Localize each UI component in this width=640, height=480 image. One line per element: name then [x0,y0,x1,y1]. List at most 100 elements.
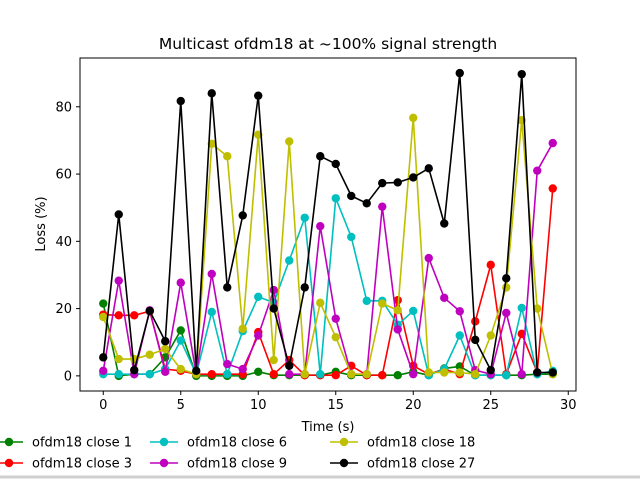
data-point [254,91,263,100]
data-point [393,370,402,380]
data-point [285,361,294,370]
x-tick-label: 30 [560,398,577,413]
y-tick-label: 20 [55,302,72,317]
data-point [517,369,526,379]
data-point [114,210,123,219]
data-point [316,369,325,379]
data-point [130,365,139,375]
data-point [393,325,402,334]
data-point [331,159,340,169]
data-point [347,191,356,201]
data-point [223,283,232,292]
series-4 [99,138,557,379]
x-tick-label: 15 [327,398,344,413]
data-point [269,355,278,365]
data-point [378,178,387,188]
series-5 [99,113,557,379]
data-point [285,137,294,146]
data-point [440,368,449,377]
data-point [176,96,185,106]
data-point [176,364,185,374]
data-point [409,113,418,123]
data-point [502,274,511,283]
data-point [440,293,449,303]
data-point [548,184,557,193]
legend-swatch-marker [4,437,14,447]
data-point [176,336,185,345]
data-point [269,304,278,313]
data-point [331,370,340,380]
data-point [409,173,418,182]
data-point [254,331,263,340]
legend-item: ofdm18 close 9 [150,457,287,472]
data-point [176,278,185,287]
legend-item: ofdm18 close 3 [0,457,132,472]
data-point [161,344,170,354]
x-tick-label: 5 [177,398,185,413]
data-point [517,329,526,339]
data-point [440,219,449,228]
data-point [238,211,247,220]
data-point [161,367,170,377]
data-point [471,335,480,345]
y-tick-label: 0 [64,369,72,384]
series-line [102,117,554,375]
data-point [455,331,464,340]
data-point [114,369,123,379]
y-tick-label: 40 [55,235,72,250]
data-point [502,283,511,292]
data-point [378,299,387,308]
data-point [176,326,185,335]
legend-item: ofdm18 close 6 [150,436,287,451]
data-point [300,213,309,222]
data-point [269,369,278,379]
legend-label: ofdm18 close 9 [187,457,287,472]
x-tick-label: 20 [405,398,422,413]
data-point [424,368,433,377]
data-point [471,369,480,379]
data-point [424,253,433,263]
legend-swatch-marker [159,458,169,468]
x-tick-label: 0 [99,398,107,413]
data-point [269,285,278,295]
data-point [548,368,557,377]
data-point [548,138,557,148]
legend-label: ofdm18 close 6 [187,436,287,451]
legend-item: ofdm18 close 27 [330,457,475,472]
legend-swatch-marker [4,458,14,468]
legend-label: ofdm18 close 3 [32,457,132,472]
data-point [254,292,263,302]
data-point [99,366,108,376]
data-point [238,324,247,333]
series-line [102,72,553,374]
data-point [378,202,387,211]
data-point [533,304,542,313]
legend-swatch-marker [339,437,349,447]
data-point [285,369,294,379]
data-point [533,166,542,175]
data-point [285,256,294,265]
data-point [486,331,495,340]
legend-swatch-marker [159,437,169,447]
data-point [393,306,402,315]
data-point [207,307,216,317]
data-point [145,306,154,316]
data-point [502,370,511,380]
chart-title: Multicast ofdm18 at ~100% signal strengt… [159,35,497,53]
data-point [161,337,170,346]
legend-label: ofdm18 close 1 [32,436,132,451]
legend-swatch-marker [339,458,349,468]
x-tick-label: 25 [482,398,499,413]
x-tick-label: 10 [250,398,267,413]
data-point [378,370,387,380]
series-6 [99,68,557,377]
data-point [114,354,123,364]
legend-label: ofdm18 close 18 [367,436,475,451]
series-layer [99,68,557,381]
data-point [362,296,371,306]
legend-item: ofdm18 close 18 [330,436,475,451]
data-point [254,367,263,377]
data-point [331,194,340,203]
data-point [331,332,340,342]
data-point [207,269,216,279]
